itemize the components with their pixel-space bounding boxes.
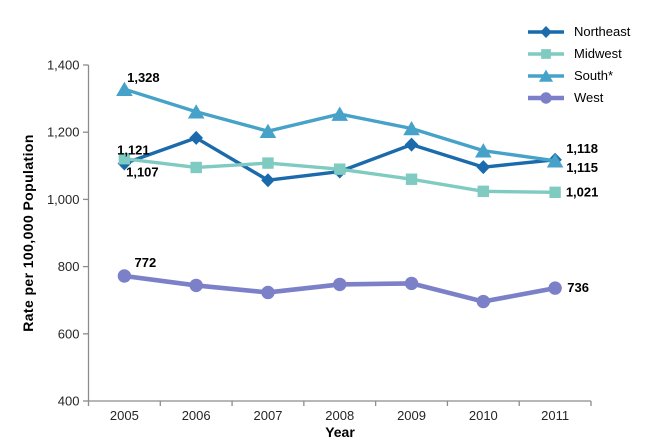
y-tick-label: 800	[58, 259, 80, 274]
legend-label: Midwest	[574, 46, 622, 61]
data-point-midwest-2007	[262, 157, 274, 169]
y-tick-label: 1,000	[47, 192, 80, 207]
point-label: 1,115	[566, 160, 598, 175]
data-point-south-2010	[475, 143, 492, 158]
triangle-marker-swatch-icon	[528, 69, 564, 82]
legend-marker	[540, 91, 552, 104]
legend-item-south: South*	[528, 68, 630, 83]
data-point-northeast-2006	[189, 130, 203, 145]
legend: Northeast Midwest South* West	[528, 24, 630, 105]
data-point-south-2006	[187, 104, 205, 119]
x-tick-label: 2006	[182, 408, 211, 423]
diamond-marker-swatch-icon	[528, 25, 564, 38]
point-label: 1,118	[566, 141, 598, 156]
data-point-midwest-2010	[477, 185, 490, 198]
data-point-south-2011	[546, 153, 564, 168]
data-point-west-2009	[404, 276, 419, 291]
legend-marker	[541, 48, 551, 59]
data-point-northeast-2009	[404, 137, 419, 152]
data-point-midwest-2006	[190, 161, 202, 174]
y-axis-title: Rate per 100,000 Population	[20, 134, 36, 332]
data-point-west-2008	[333, 277, 347, 292]
data-point-south-2007	[259, 123, 277, 138]
x-tick-label: 2010	[469, 408, 498, 423]
point-label: 1,107	[126, 164, 159, 179]
data-point-west-2005	[117, 269, 132, 283]
y-tick-label: 1,400	[47, 58, 80, 73]
data-point-west-2011	[548, 281, 562, 295]
data-point-south-2008	[331, 106, 349, 121]
data-point-west-2007	[261, 285, 275, 300]
x-tick-label: 2009	[397, 408, 426, 423]
legend-marker	[540, 25, 552, 38]
x-axis-title: Year	[325, 424, 355, 440]
data-point-northeast-2007	[261, 173, 275, 188]
data-point-midwest-2005	[118, 153, 131, 165]
data-point-midwest-2011	[549, 186, 561, 199]
x-tick-label: 2005	[110, 408, 139, 423]
series-midwest: 1,121 1,021	[117, 143, 598, 200]
y-tick-label: 400	[58, 394, 80, 409]
point-label: 1,021	[566, 184, 599, 199]
legend-marker	[538, 69, 554, 82]
legend-label: Northeast	[574, 24, 631, 39]
series-west: 772 736	[117, 255, 589, 309]
circle-marker-swatch-icon	[528, 91, 564, 104]
series-south: 1,328 1,115	[116, 70, 598, 175]
y-tick-label: 1,200	[47, 125, 80, 140]
x-tick-label: 2007	[254, 408, 283, 423]
series-line-south	[122, 87, 557, 163]
legend-item-midwest: Midwest	[528, 46, 630, 61]
data-point-midwest-2009	[405, 173, 418, 185]
data-point-northeast-2010	[476, 160, 491, 175]
data-point-west-2006	[189, 278, 203, 293]
legend-item-northeast: Northeast	[528, 24, 630, 39]
point-label: 1,121	[117, 143, 150, 158]
square-marker-swatch-icon	[528, 48, 564, 59]
data-point-midwest-2008	[334, 163, 346, 175]
point-label: 736	[567, 280, 589, 295]
legend-label: West	[574, 90, 604, 105]
data-point-south-2005	[116, 81, 133, 96]
x-tick-label: 2011	[541, 408, 569, 423]
y-tick-label: 600	[58, 326, 80, 341]
point-label: 772	[135, 255, 157, 270]
legend-label: South*	[574, 68, 614, 83]
x-tick-label: 2008	[325, 408, 354, 423]
data-point-south-2009	[403, 121, 420, 136]
series-northeast: 1,107 1,118	[117, 130, 598, 188]
legend-item-west: West	[528, 90, 630, 105]
point-label: 1,328	[127, 70, 160, 85]
data-point-west-2010	[476, 294, 491, 309]
